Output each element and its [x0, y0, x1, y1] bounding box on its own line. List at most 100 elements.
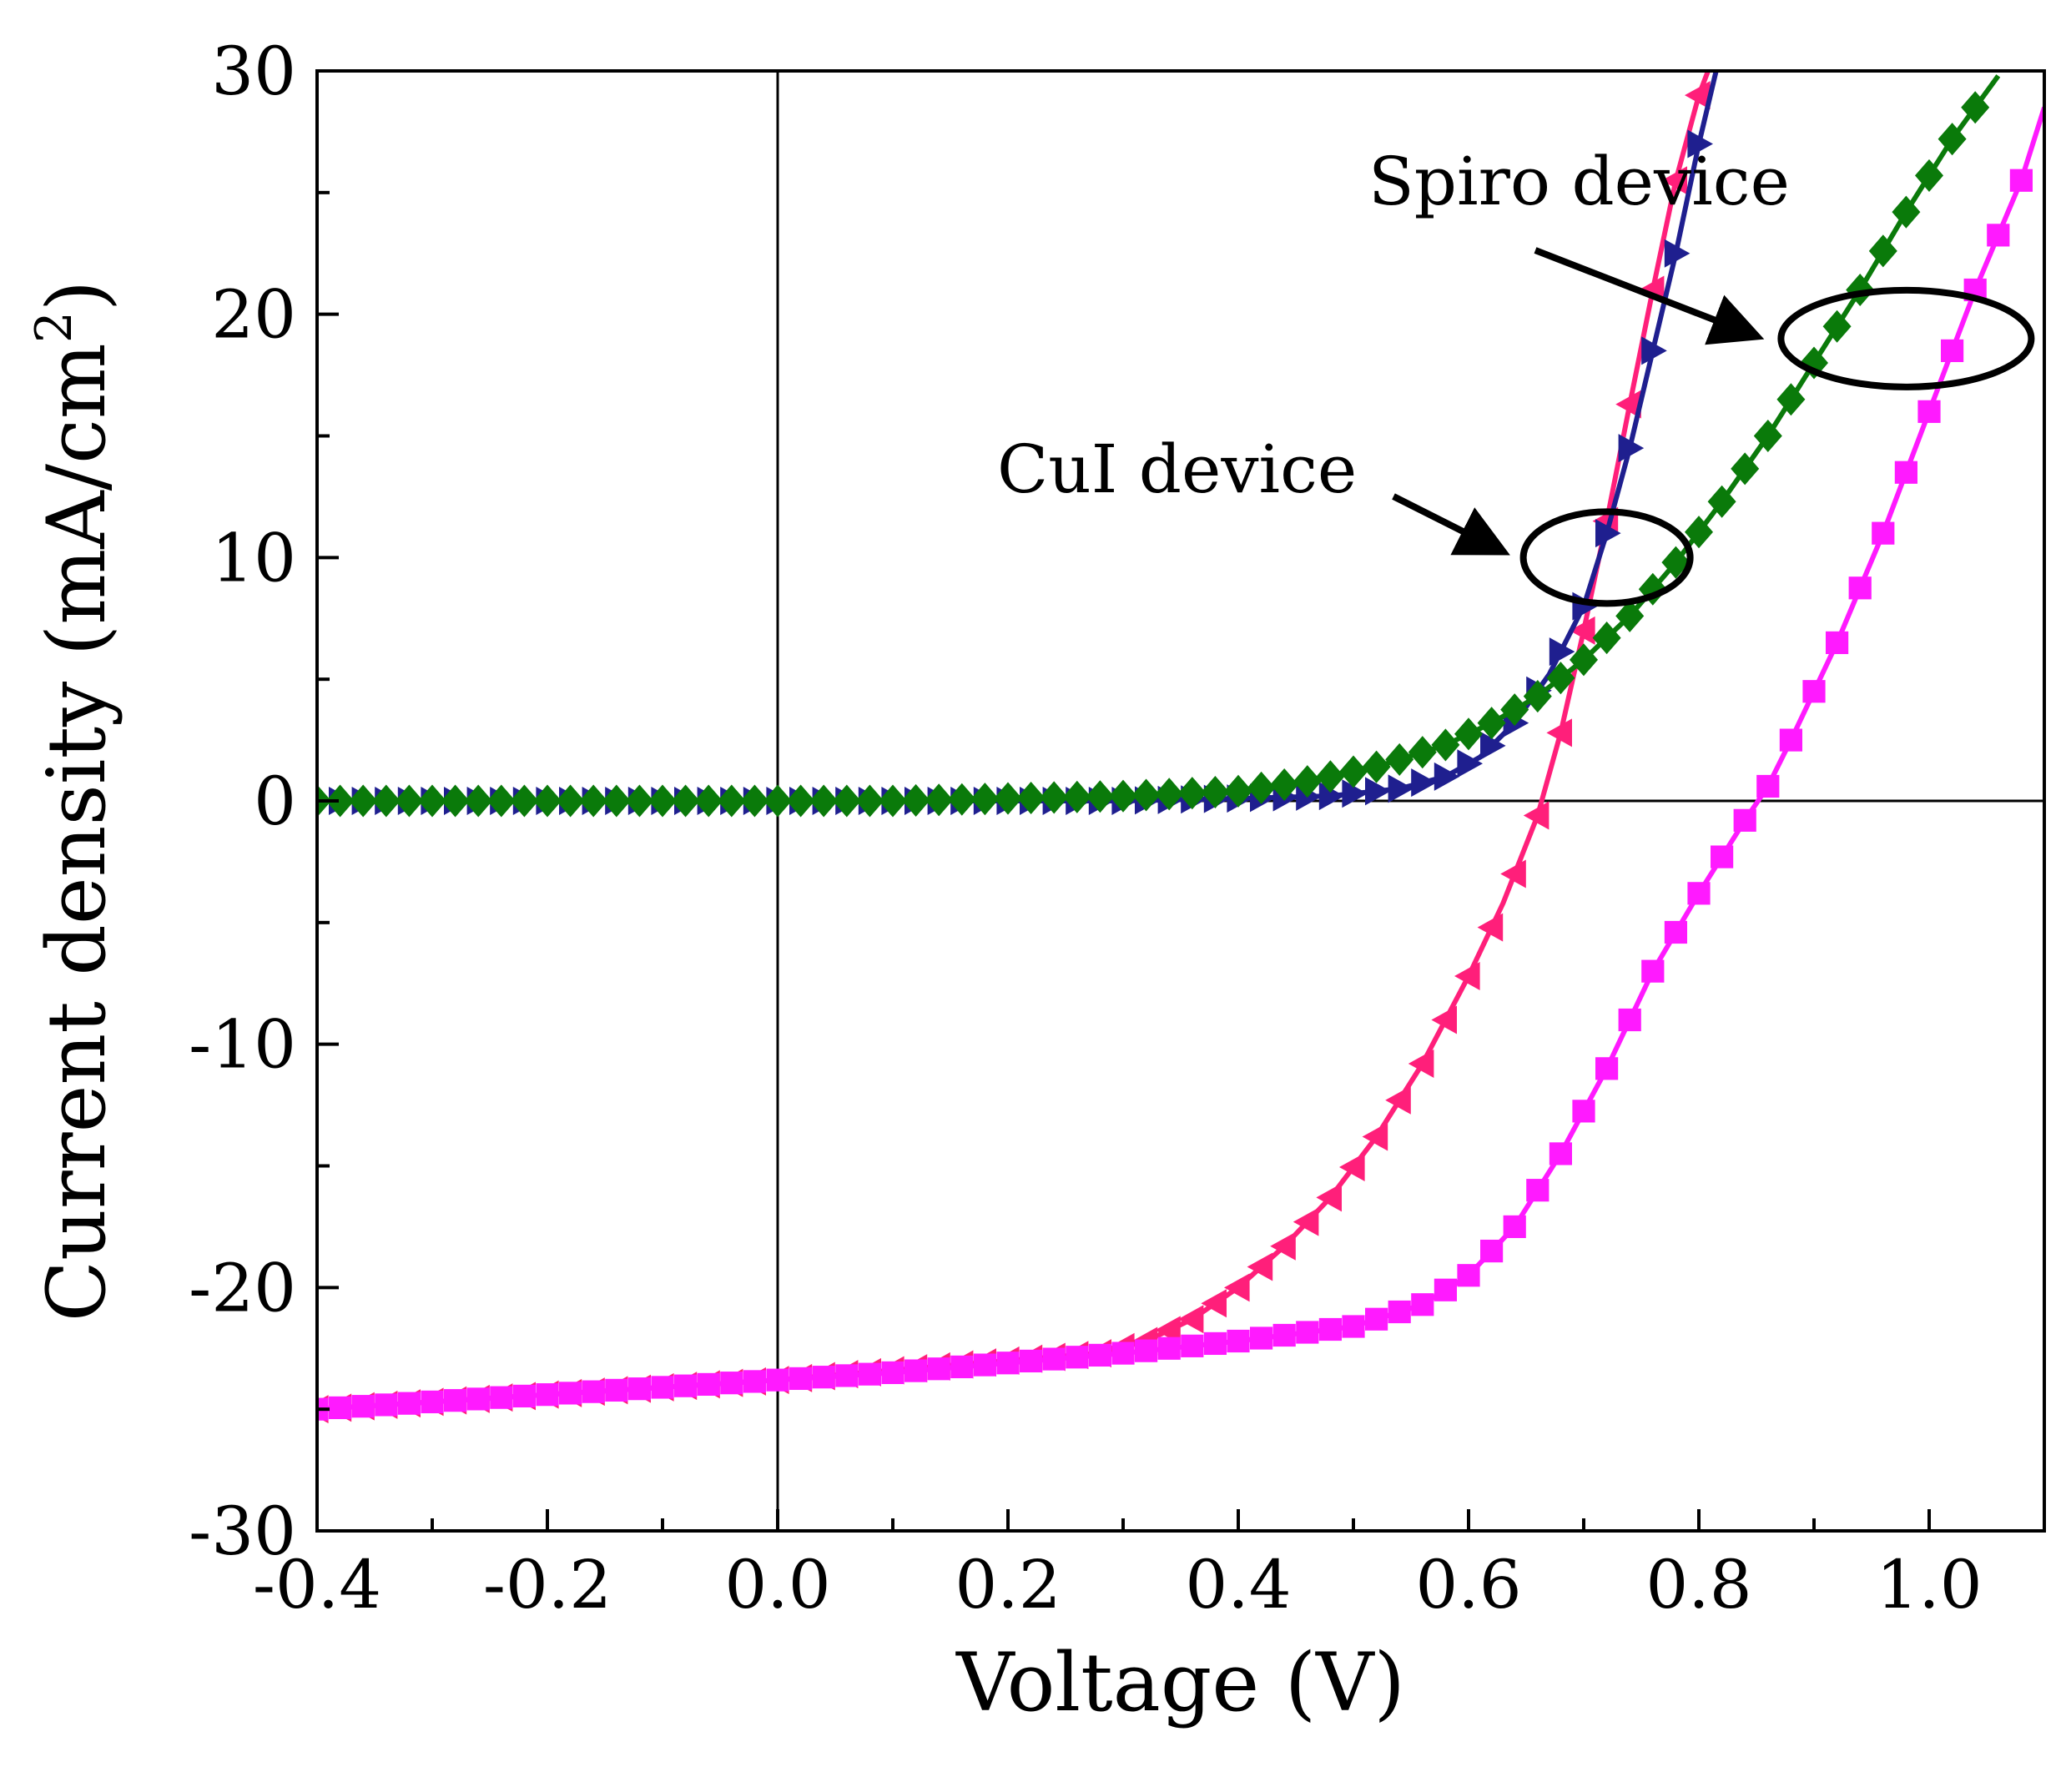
data-point — [1776, 383, 1806, 416]
data-point — [2009, 169, 2033, 192]
data-point — [1365, 777, 1391, 806]
data-point — [950, 1355, 974, 1379]
data-point — [1088, 1343, 1111, 1367]
data-point — [1685, 516, 1713, 549]
data-point — [832, 784, 861, 818]
y-tick-label: 10 — [211, 519, 296, 596]
data-point — [901, 783, 930, 817]
y-axis-title: Current density (mA/cm2) — [25, 280, 123, 1322]
data-point — [674, 1374, 698, 1397]
data-point — [786, 784, 815, 818]
data-point — [947, 783, 976, 816]
y-tick-label: -20 — [189, 1249, 296, 1326]
data-point — [1987, 224, 2010, 247]
data-point — [1062, 780, 1091, 813]
series-2 — [317, 106, 2044, 1421]
data-point — [1157, 1336, 1181, 1360]
data-point — [789, 1367, 813, 1391]
data-point — [697, 1372, 720, 1397]
data-point — [371, 784, 401, 818]
x-tick-label: 0.8 — [1645, 1546, 1751, 1623]
annotation-layer: Spiro device CuI device — [997, 143, 2035, 607]
data-point — [1846, 273, 1875, 307]
data-point — [1362, 750, 1391, 783]
data-point — [1687, 882, 1711, 905]
x-tick-label: -0.4 — [253, 1546, 381, 1623]
data-point — [1339, 755, 1368, 788]
data-point — [1500, 859, 1526, 888]
data-point — [1615, 599, 1645, 632]
data-point — [1408, 1050, 1434, 1078]
data-point — [1270, 768, 1299, 802]
data-point — [1066, 1346, 1089, 1369]
data-point — [1480, 731, 1506, 760]
data-point — [812, 1366, 835, 1389]
data-point — [1318, 1317, 1342, 1341]
data-point — [1868, 234, 1897, 268]
data-point — [397, 1392, 421, 1415]
data-point — [1733, 808, 1756, 832]
data-point — [582, 1380, 605, 1403]
data-point — [375, 1393, 398, 1417]
data-point — [1892, 195, 1921, 229]
x-axis-title-text: Voltage (V) — [955, 1636, 1405, 1729]
data-point — [351, 1395, 375, 1418]
x-tick-label: 1.0 — [1876, 1546, 1982, 1623]
data-point — [1272, 1323, 1296, 1347]
data-point — [1362, 1122, 1388, 1151]
data-point — [1385, 1085, 1411, 1115]
data-point — [1177, 777, 1207, 810]
data-point — [1661, 166, 1687, 195]
data-point — [1546, 662, 1575, 695]
data-point — [1201, 775, 1230, 809]
data-point — [879, 784, 907, 818]
data-point — [1109, 779, 1137, 813]
data-point — [1131, 778, 1161, 812]
data-point — [1549, 637, 1575, 667]
data-point — [1181, 1334, 1204, 1357]
data-point — [1342, 779, 1368, 808]
data-point — [1040, 781, 1069, 814]
series-line — [317, 106, 2044, 1412]
data-point — [766, 1368, 789, 1392]
data-point — [1247, 771, 1276, 804]
data-point — [1523, 680, 1552, 713]
data-point — [1641, 959, 1665, 983]
spiro-ellipse — [1777, 286, 2035, 390]
data-point — [925, 783, 954, 817]
data-point — [1802, 680, 1826, 703]
data-point — [1431, 728, 1460, 762]
data-point — [1434, 1278, 1457, 1301]
data-point — [1503, 1215, 1526, 1239]
data-point — [855, 784, 884, 818]
data-point — [1411, 1293, 1434, 1316]
ticks-layer: -0.4 -0.2 0.0 0.2 0.4 0.6 0.8 1.0 -30 -20 -10 0 10 20… — [189, 33, 2046, 1623]
data-point — [1339, 1152, 1365, 1181]
data-point — [1941, 339, 1964, 363]
data-point — [325, 784, 355, 818]
data-point — [625, 784, 654, 818]
data-point — [1408, 736, 1437, 769]
data-point — [490, 1386, 513, 1409]
data-point — [1938, 123, 1967, 156]
y-tick-label: 0 — [254, 763, 296, 840]
data-point — [927, 1357, 950, 1381]
data-point — [1753, 419, 1782, 453]
data-point — [1570, 643, 1598, 677]
data-point — [1915, 159, 1943, 192]
data-point — [1894, 461, 1917, 484]
data-point — [1685, 81, 1711, 110]
data-point — [329, 1396, 352, 1420]
data-point — [1872, 521, 1895, 545]
data-point — [881, 1361, 905, 1385]
data-point — [809, 784, 839, 818]
data-point — [1480, 1239, 1504, 1263]
data-point — [1177, 1305, 1204, 1334]
data-point — [743, 1370, 766, 1393]
data-point — [1687, 129, 1713, 159]
data-point — [717, 784, 746, 818]
data-point — [1638, 572, 1667, 606]
data-point — [1917, 400, 1941, 423]
data-point — [1316, 760, 1345, 793]
data-point — [533, 784, 562, 818]
